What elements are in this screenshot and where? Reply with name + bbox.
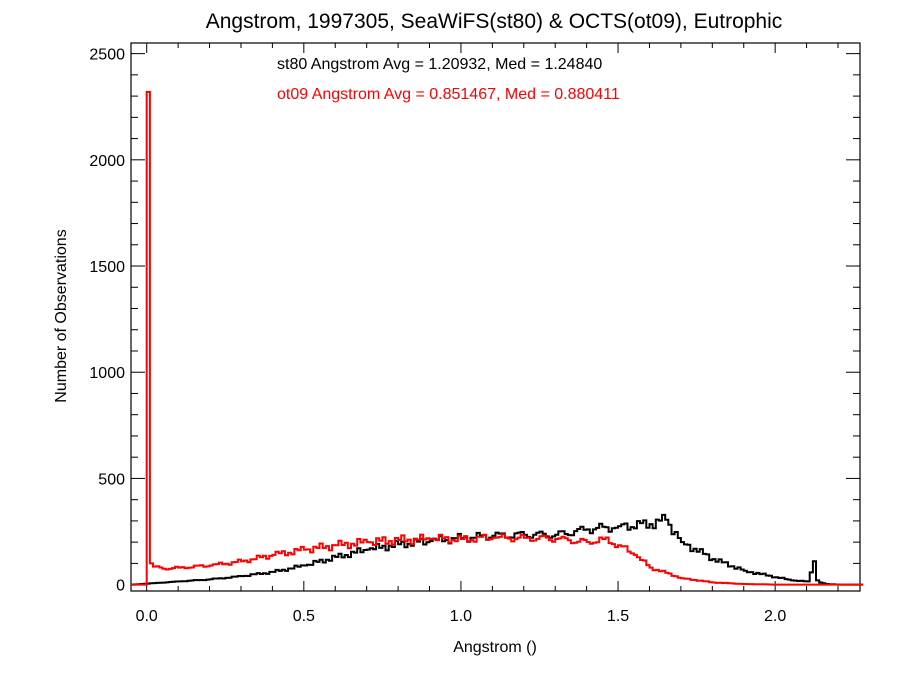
x-tick-label: 0.5 — [293, 608, 315, 625]
y-tick-label: 500 — [98, 471, 125, 488]
x-tick-label: 2.0 — [764, 608, 786, 625]
y-axis-label: Number of Observations — [53, 229, 70, 402]
x-tick-label: 1.5 — [607, 608, 629, 625]
histogram-series-0 — [131, 513, 864, 586]
y-tick-label: 1000 — [89, 365, 125, 382]
annotation-st80: st80 Angstrom Avg = 1.20932, Med = 1.248… — [277, 56, 602, 73]
y-tick-label: 1500 — [89, 259, 125, 276]
annotation-ot09: ot09 Angstrom Avg = 0.851467, Med = 0.88… — [277, 86, 620, 103]
axes — [130, 42, 861, 592]
y-tick-label: 0 — [116, 578, 125, 595]
x-axis-label: Angstrom () — [453, 639, 537, 656]
chart-title: Angstrom, 1997305, SeaWiFS(st80) & OCTS(… — [206, 10, 783, 33]
series-layer — [131, 90, 864, 586]
ticks: 0.0 0.5 1.0 1.5 2.0 0 500 1000 1500 2000 2500 — [89, 43, 860, 625]
x-tick-label: 1.0 — [450, 608, 472, 625]
histogram-series-1 — [131, 90, 864, 586]
x-tick-label: 0.0 — [136, 608, 158, 625]
y-tick-label: 2500 — [89, 47, 125, 64]
plot-frame — [130, 42, 861, 592]
y-tick-label: 2000 — [89, 153, 125, 170]
